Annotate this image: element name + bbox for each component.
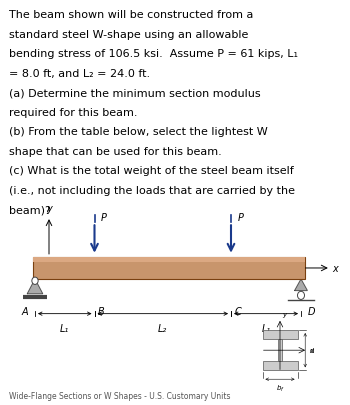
Text: = 8.0 ft, and L₂ = 24.0 ft.: = 8.0 ft, and L₂ = 24.0 ft. — [9, 68, 150, 79]
Text: standard steel W-shape using an allowable: standard steel W-shape using an allowabl… — [9, 30, 248, 40]
Text: D: D — [307, 306, 315, 316]
Text: L₁: L₁ — [60, 323, 69, 333]
Bar — [33, 257, 304, 262]
Text: (c) What is the total weight of the steel beam itself: (c) What is the total weight of the stee… — [9, 166, 294, 176]
Bar — [278, 339, 282, 361]
Text: y: y — [46, 203, 52, 213]
Text: y: y — [282, 311, 286, 318]
Text: Wide-Flange Sections or W Shapes - U.S. Customary Units: Wide-Flange Sections or W Shapes - U.S. … — [9, 391, 230, 400]
Polygon shape — [295, 279, 307, 291]
Text: required for this beam.: required for this beam. — [9, 107, 137, 117]
Circle shape — [32, 277, 38, 285]
Bar — [33, 257, 304, 279]
Text: A: A — [22, 306, 28, 316]
Text: P: P — [101, 213, 107, 223]
Circle shape — [298, 292, 304, 300]
Text: shape that can be used for this beam.: shape that can be used for this beam. — [9, 146, 222, 156]
Text: P: P — [237, 213, 243, 223]
Text: B: B — [98, 306, 105, 316]
Text: L₁: L₁ — [261, 323, 271, 333]
Text: (b) From the table below, select the lightest W: (b) From the table below, select the lig… — [9, 127, 267, 137]
Text: x: x — [309, 347, 313, 353]
Bar — [262, 330, 298, 339]
Text: (a) Determine the minimum section modulus: (a) Determine the minimum section modulu… — [9, 88, 260, 98]
Bar — [262, 361, 298, 370]
Text: C: C — [234, 306, 241, 316]
Text: beam)?: beam)? — [9, 205, 51, 215]
Text: x: x — [332, 263, 338, 273]
Text: bending stress of 106.5 ksi.  Assume P = 61 kips, L₁: bending stress of 106.5 ksi. Assume P = … — [9, 49, 298, 59]
Text: $b_f$: $b_f$ — [275, 383, 285, 394]
Text: d: d — [309, 347, 314, 353]
Text: The beam shown will be constructed from a: The beam shown will be constructed from … — [9, 10, 253, 20]
Text: L₂: L₂ — [158, 323, 167, 333]
Polygon shape — [27, 279, 43, 294]
Text: (i.e., not including the loads that are carried by the: (i.e., not including the loads that are … — [9, 185, 295, 195]
